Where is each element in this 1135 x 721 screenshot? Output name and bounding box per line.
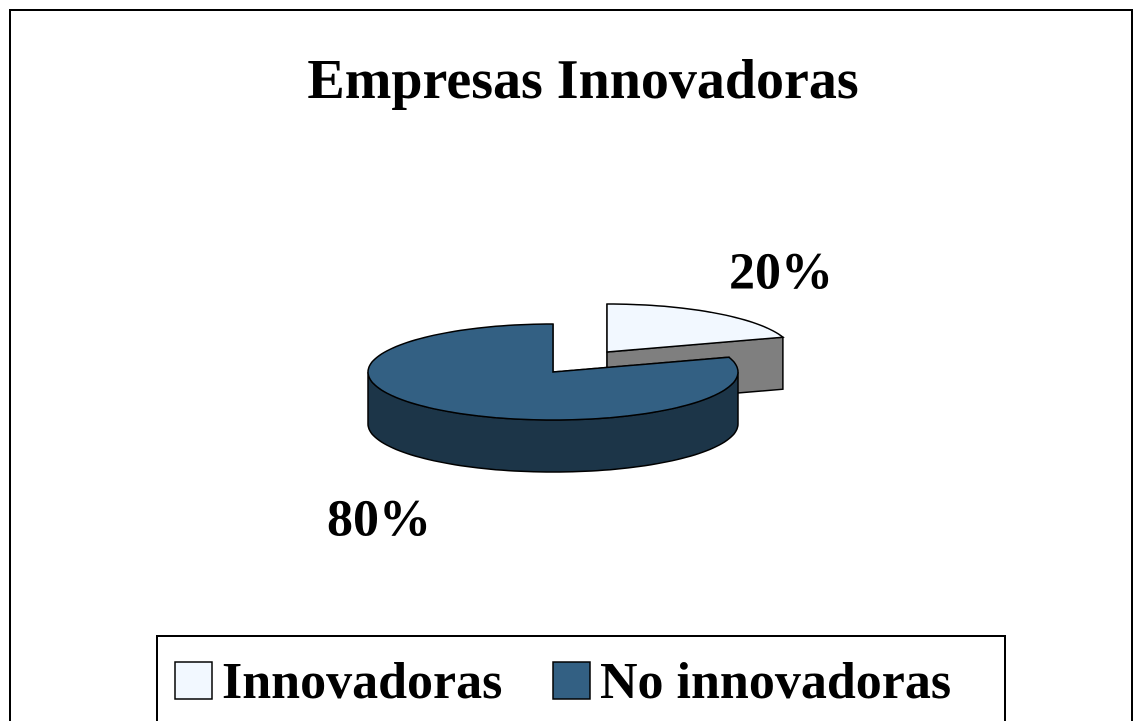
legend-swatch (174, 661, 213, 700)
slice (367, 323, 739, 421)
legend-swatch (552, 661, 591, 700)
legend-label: Innovadoras (222, 653, 502, 710)
chart-title: Empresas Innovadoras (307, 49, 858, 111)
data-label: 20% (729, 243, 833, 300)
slice (606, 303, 785, 353)
data-label: 80% (327, 491, 431, 548)
legend-label: No innovadoras (600, 653, 951, 710)
chart-border (9, 9, 1133, 721)
